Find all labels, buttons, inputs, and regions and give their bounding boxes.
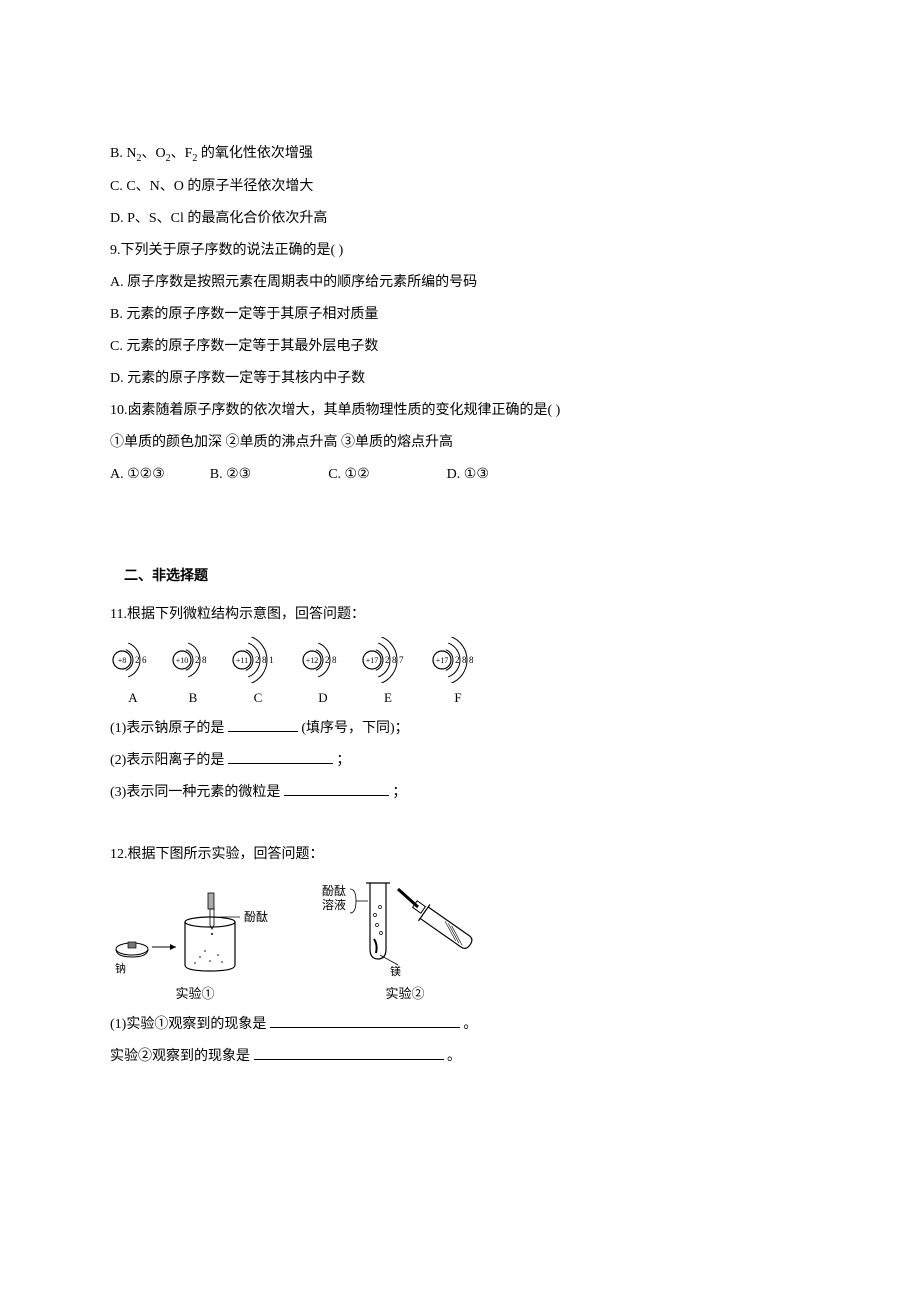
q8b-post: 的氧化性依次增强 [197,146,313,161]
q11-atom-C: +11 281 C [230,637,286,711]
svg-text:6: 6 [142,655,147,665]
svg-text:8: 8 [262,655,267,665]
q11-atom-E: +17 287 E [360,637,416,711]
q10-opt-c: C. ①② [328,461,369,489]
q8b-mid1: 、O [141,146,165,161]
q12-stem: 12.根据下图所示实验，回答问题： [110,841,810,869]
q11-atom-D: +12 28 D [300,637,346,711]
svg-text:2: 2 [195,655,200,665]
svg-text:+10: +10 [176,656,189,665]
q9-stem: 9.下列关于原子序数的说法正确的是( ) [110,237,810,265]
q10-opt-b: B. ②③ [210,461,251,489]
svg-text:+8: +8 [118,656,127,665]
q11-atom-label-B: B [189,685,198,711]
q11-atom-A: +8 26 A [110,637,156,711]
svg-text:+12: +12 [306,656,319,665]
spacer-q11-q12 [110,811,810,841]
q11-p1-pre: (1)表示钠原子的是 [110,721,224,736]
svg-text:1: 1 [269,655,274,665]
q11-atom-B: +10 28 B [170,637,216,711]
q11-atom-label-A: A [128,685,137,711]
q12-exp1-svg: 钠 酚酞 [110,887,280,977]
q8b-pre: B. N [110,146,136,161]
q12-exp1: 钠 酚酞 实验① [110,887,280,1007]
q9-option-c: C. 元素的原子序数一定等于其最外层电子数 [110,333,810,361]
svg-text:7: 7 [399,655,404,665]
q12-part2: 实验②观察到的现象是 。 [110,1043,810,1071]
q8-option-b: B. N2、O2、F2 的氧化性依次增强 [110,140,810,169]
q12-exp1-label: 实验① [175,981,214,1007]
section-2-title: 二、非选择题 [110,563,810,591]
q11-atom-label-E: E [384,685,392,711]
q11-atom-F: +17 288 F [430,637,486,711]
q10-stem: 10.卤素随着原子序数的依次增大，其单质物理性质的变化规律正确的是( ) [110,397,810,425]
q12-p1-pre: (1)实验①观察到的现象是 [110,1017,266,1032]
q12-exp2-svg: 酚酞 溶液 镁 [320,877,490,977]
svg-text:+11: +11 [236,656,248,665]
svg-text:8: 8 [332,655,337,665]
svg-text:8: 8 [469,655,474,665]
q11-p3-blank [284,782,389,796]
q11-p2-pre: (2)表示阳离子的是 [110,753,224,768]
q11-atom-label-F: F [454,685,461,711]
q12-p2-pre: 实验②观察到的现象是 [110,1049,250,1064]
q11-p3-post: ； [392,785,406,800]
q12-exp-row: 钠 酚酞 实验① 酚酞 溶液 [110,877,810,1007]
q11-part2: (2)表示阳离子的是 ； [110,747,810,775]
q9-option-a: A. 原子序数是按照元素在周期表中的顺序给元素所编的号码 [110,269,810,297]
q10-opt-d: D. ①③ [447,461,489,489]
svg-text:2: 2 [385,655,390,665]
svg-text:2: 2 [325,655,330,665]
svg-text:8: 8 [462,655,467,665]
svg-text:8: 8 [202,655,207,665]
q12-phenol-sol-l1: 酚酞 [322,883,346,898]
q11-atom-label-D: D [318,685,327,711]
svg-text:2: 2 [255,655,260,665]
q11-p1-blank [228,718,298,732]
q12-phenol-label: 酚酞 [244,909,268,924]
q12-mg-label: 镁 [390,964,401,977]
q11-atom-label-C: C [254,685,263,711]
q12-p1-post: 。 [463,1017,477,1032]
q8b-mid2: 、F [171,146,193,161]
q12-exp2-label: 实验② [385,981,424,1007]
q12-phenol-sol-l2: 溶液 [322,897,346,912]
svg-text:8: 8 [392,655,397,665]
q11-part1: (1)表示钠原子的是 (填序号，下同)； [110,715,810,743]
q8-option-d: D. P、S、Cl 的最高化合价依次升高 [110,205,810,233]
q11-p2-post: ； [336,753,350,768]
q11-part3: (3)表示同一种元素的微粒是 ； [110,779,810,807]
svg-text:+17: +17 [436,656,449,665]
q9-option-b: B. 元素的原子序数一定等于其原子相对质量 [110,301,810,329]
q9-option-d: D. 元素的原子序数一定等于其核内中子数 [110,365,810,393]
q12-na-label: 钠 [115,961,126,975]
q12-p1-blank [270,1014,460,1028]
q11-stem: 11.根据下列微粒结构示意图，回答问题： [110,601,810,629]
q12-exp2: 酚酞 溶液 镁 [320,877,490,1007]
q10-line2: ①单质的颜色加深 ②单质的沸点升高 ③单质的熔点升高 [110,429,810,457]
q11-p3-pre: (3)表示同一种元素的微粒是 [110,785,280,800]
svg-text:2: 2 [455,655,460,665]
q10-options-row: A. ①②③ B. ②③ C. ①② D. ①③ [110,461,810,489]
q12-part1: (1)实验①观察到的现象是 。 [110,1011,810,1039]
svg-text:+17: +17 [366,656,379,665]
q10-opt-a: A. ①②③ [110,461,165,489]
svg-text:2: 2 [135,655,140,665]
q11-p1-post: (填序号，下同)； [301,721,408,736]
q12-p2-post: 。 [447,1049,461,1064]
q8-option-c: C. C、N、O 的原子半径依次增大 [110,173,810,201]
q11-p2-blank [228,750,333,764]
q11-atom-row: +826A+1028B+11281C+1228D+17287E+17288F [110,637,810,711]
q12-p2-blank [254,1046,444,1060]
spacer-before-section2 [110,493,810,523]
